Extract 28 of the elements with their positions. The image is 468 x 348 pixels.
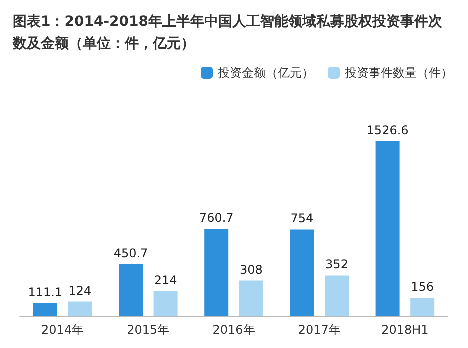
data-label: 754 xyxy=(290,212,314,226)
x-tick-label: 2014年 xyxy=(42,323,84,337)
bar xyxy=(290,230,314,316)
bar xyxy=(410,298,435,316)
data-label: 450.7 xyxy=(114,246,148,260)
data-label: 111.1 xyxy=(28,285,63,300)
x-tick-label: 2015年 xyxy=(127,323,170,337)
bar xyxy=(154,292,178,316)
bar xyxy=(376,141,400,316)
data-label: 760.7 xyxy=(199,210,234,225)
data-label: 156 xyxy=(411,280,434,294)
bar xyxy=(33,303,58,316)
x-tick-label: 2017年 xyxy=(298,323,341,337)
chart-title: 图表1：2014-2018年上半年中国人工智能领域私募股权投资事件次数及金额（单位：件，亿元） xyxy=(12,14,444,52)
bar xyxy=(204,228,229,316)
data-label: 1526.6 xyxy=(366,123,409,138)
x-tick-label: 2016年 xyxy=(212,323,256,337)
x-tick-label: 2018H1 xyxy=(382,323,429,337)
bar xyxy=(68,302,92,316)
bar xyxy=(119,264,143,316)
legend-label: 投资金额（亿元） xyxy=(217,66,314,80)
bar xyxy=(239,280,264,316)
data-label: 124 xyxy=(68,284,92,298)
legend-label: 投资事件数量（件） xyxy=(344,66,453,80)
data-label: 214 xyxy=(154,274,178,288)
data-label: 308 xyxy=(240,262,263,277)
data-label: 352 xyxy=(326,258,348,272)
bar xyxy=(325,276,349,316)
